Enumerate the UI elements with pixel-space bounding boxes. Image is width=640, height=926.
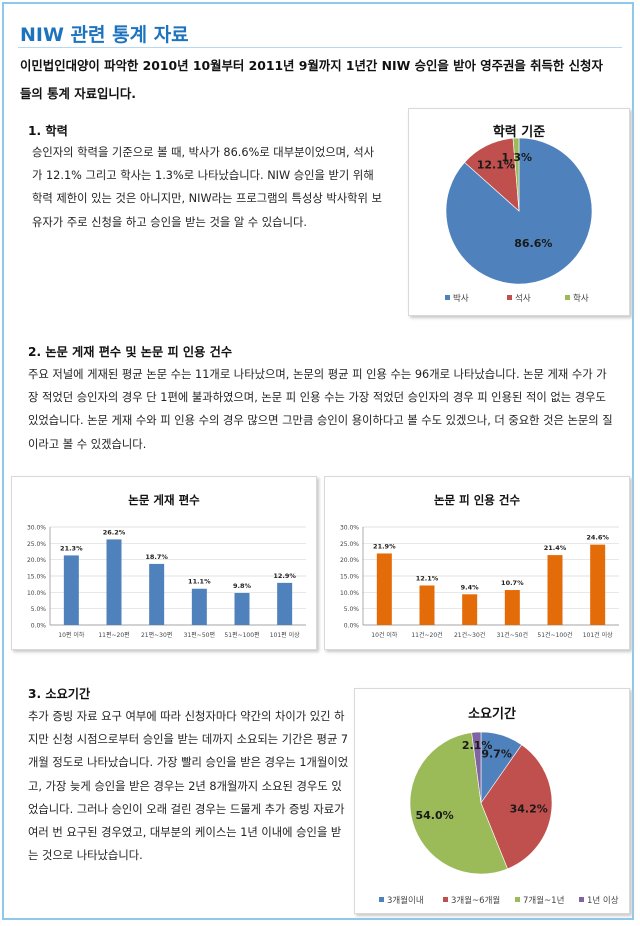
papers-bar-chart: 논문 게재 편수 0.0% 5.0% 10.0% 15.0% 20.0% 25.0% 30.0… <box>11 476 317 650</box>
section-heading-papers: 2. 논문 게재 편수 및 논문 피 인용 건수 <box>28 345 233 359</box>
bar-data-label: 10.7% <box>501 579 524 587</box>
page-frame <box>2 2 634 920</box>
legend-label: 학사 <box>573 293 589 304</box>
x-tick-label: 51건~100건 <box>537 631 572 639</box>
education-pie-chart: 학력 기준 86.6% 12.1% 1.3% 박사 석사 학사 <box>408 108 630 316</box>
section-body-duration: 추가 증빙 자료 요구 여부에 따라 신청자마다 약간의 차이가 있긴 하지만 … <box>28 710 349 863</box>
citations-bar-svg: 논문 피 인용 건수 0.0% 5.0% 10.0% 15.0% 20.0% 25.0% 30… <box>340 493 619 639</box>
chart-title: 소요기간 <box>468 706 516 722</box>
bar-data-label: 11.1% <box>188 578 211 586</box>
bar <box>277 582 293 625</box>
bar <box>547 555 563 625</box>
y-tick-label: 30.0% <box>27 525 46 532</box>
papers-bar-svg: 논문 게재 편수 0.0% 5.0% 10.0% 15.0% 20.0% 25.0% 30.0… <box>27 493 306 639</box>
bar-data-label: 21.3% <box>60 544 83 552</box>
bar-data-label: 9.4% <box>461 583 480 591</box>
bar <box>376 553 392 625</box>
pie-data-label: 54.0% <box>415 809 453 822</box>
y-tick-label: 25.0% <box>340 541 359 548</box>
bar <box>63 555 79 625</box>
y-tick-label: 20.0% <box>27 557 46 564</box>
bar-data-label: 18.7% <box>145 553 168 561</box>
pie-slice-3 <box>409 732 508 875</box>
x-tick-label: 101편 이상 <box>270 631 300 639</box>
bar-data-label: 26.2% <box>103 528 126 536</box>
page-title: NIW 관련 통계 자료 <box>20 24 189 46</box>
bar <box>106 539 122 625</box>
y-tick-label: 20.0% <box>340 557 359 564</box>
bar-data-label: 24.6% <box>586 534 609 542</box>
pie-slice-4 <box>471 731 482 804</box>
y-tick-label: 5.0% <box>31 606 47 613</box>
legend-swatch <box>507 295 512 300</box>
pie-data-label: 2.1% <box>462 739 493 752</box>
x-tick-label: 21건~30건 <box>454 631 485 639</box>
legend-label: 석사 <box>515 293 531 304</box>
pie-data-label: 86.6% <box>514 237 552 250</box>
y-tick-label: 10.0% <box>340 590 359 597</box>
y-tick-label: 25.0% <box>27 541 46 548</box>
bar-data-label: 12.9% <box>273 572 296 580</box>
y-tick-label: 10.0% <box>27 590 46 597</box>
chart-title: 논문 게재 편수 <box>128 493 200 507</box>
pie-slice-3 <box>512 137 520 212</box>
bar <box>462 594 478 625</box>
x-tick-label: 51편~100편 <box>224 631 259 639</box>
chart-title: 논문 피 인용 건수 <box>434 493 520 507</box>
bar-data-label: 12.1% <box>416 574 439 582</box>
citations-bar-chart: 논문 피 인용 건수 0.0% 5.0% 10.0% 15.0% 20.0% 25.0% 30… <box>324 476 630 650</box>
duration-pie-svg: 소요기간 9.7% 34.2% 54.0% 2.1% 3개월이내 3개월~6개월 7개월~1년… <box>379 706 619 906</box>
bar <box>419 585 435 625</box>
section-heading-education: 1. 학력 <box>28 124 68 138</box>
duration-pie-chart: 소요기간 9.7% 34.2% 54.0% 2.1% 3개월이내 3개월~6개월 7개월~1년… <box>354 688 630 914</box>
education-pie-svg: 학력 기준 86.6% 12.1%1.3% 박사 석사 학사 <box>445 124 593 304</box>
x-tick-label: 101건 이상 <box>583 631 613 639</box>
x-tick-label: 11편~20편 <box>98 631 129 639</box>
legend-swatch <box>379 897 384 902</box>
pie-data-label: 12.1% <box>477 158 515 171</box>
bar-data-label: 9.8% <box>233 582 252 590</box>
y-tick-label: 15.0% <box>27 574 46 581</box>
bar <box>234 592 250 625</box>
pie-data-label: 34.2% <box>510 802 548 815</box>
legend-swatch <box>565 295 570 300</box>
pie-slice-2 <box>480 744 553 870</box>
chart-title: 학력 기준 <box>493 124 545 140</box>
bar <box>149 563 165 625</box>
legend-label: 7개월~1년 <box>523 895 564 906</box>
bar <box>504 590 520 625</box>
legend-swatch <box>515 897 520 902</box>
y-tick-label: 30.0% <box>340 525 359 532</box>
y-tick-label: 5.0% <box>344 606 360 613</box>
bar <box>590 544 606 625</box>
x-tick-label: 31편~50편 <box>184 631 215 639</box>
bar-data-label: 21.4% <box>544 544 567 552</box>
x-tick-label: 10편 이하 <box>58 631 85 639</box>
legend-label: 박사 <box>453 293 469 304</box>
title-divider <box>18 47 622 48</box>
legend-swatch <box>579 897 584 902</box>
y-tick-label: 0.0% <box>31 623 47 630</box>
legend-label: 1년 이상 <box>587 895 619 906</box>
section-body-papers: 주요 저널에 게재된 평균 논문 수는 11개로 나타났으며, 논문의 평균 피… <box>28 368 613 451</box>
legend-label: 3개월이내 <box>387 895 424 906</box>
pie-data-label: 1.3% <box>502 151 533 164</box>
pie-data-label: 9.7% <box>481 747 512 760</box>
x-tick-label: 11건~20건 <box>411 631 442 639</box>
legend-label: 3개월~6개월 <box>451 895 500 906</box>
legend-swatch <box>445 295 450 300</box>
x-tick-label: 10건 이하 <box>371 631 398 639</box>
bar-data-label: 21.9% <box>373 542 396 550</box>
legend-swatch <box>443 897 448 902</box>
intro-text: 이민법인대양이 파악한 2010년 10월부터 2011년 9월까지 1년간 N… <box>20 58 603 101</box>
section-body-education: 승인자의 학력을 기준으로 볼 때, 박사가 86.6%로 대부분이었으며, 석… <box>32 146 382 229</box>
y-tick-label: 15.0% <box>340 574 359 581</box>
section-heading-duration: 3. 소요기간 <box>28 687 91 701</box>
x-tick-label: 31건~50건 <box>497 631 528 639</box>
x-tick-label: 21편~30편 <box>141 631 172 639</box>
y-tick-label: 0.0% <box>344 623 360 630</box>
bar <box>191 588 207 625</box>
